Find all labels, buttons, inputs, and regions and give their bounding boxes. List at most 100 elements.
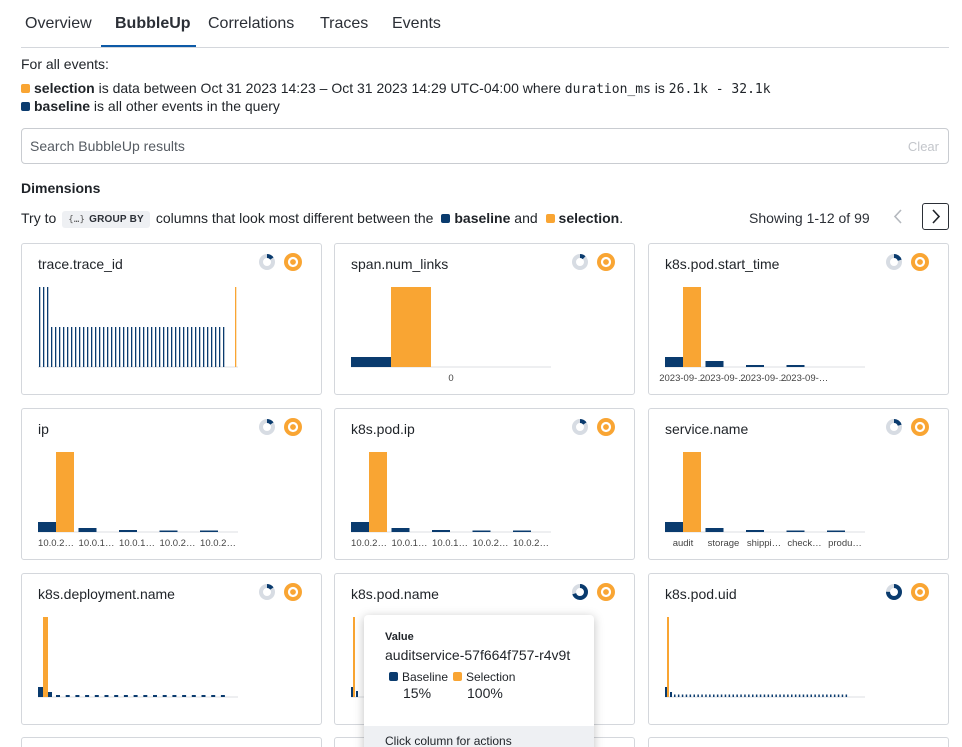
selection-ring-icon-inner <box>914 586 926 598</box>
dimension-card[interactable]: 10.0.2… 10.0.1… 10.0.1… 10.0.2… 10.0.2… k8s.p… <box>334 408 635 560</box>
hint-and: and <box>514 210 538 226</box>
selection-bar <box>391 287 431 367</box>
distribution-icons[interactable] <box>255 253 305 273</box>
dimension-card[interactable]: 10.0.2… 10.0.1… 10.0.1… 10.0.2… 10.0.2… ip <box>21 408 322 560</box>
distribution-icons[interactable] <box>882 583 932 603</box>
baseline-bar <box>351 687 353 697</box>
selection-swatch <box>545 214 555 223</box>
active-tab-indicator <box>101 45 196 47</box>
donut-baseline-arc <box>572 419 588 435</box>
baseline-bar <box>127 327 129 367</box>
tab-traces[interactable]: Traces <box>320 15 369 32</box>
donut-baseline-arc <box>572 584 588 600</box>
baseline-bar <box>513 530 531 532</box>
baseline-bar <box>220 695 225 697</box>
next-page-button[interactable] <box>922 203 949 230</box>
dimension-card[interactable]: 2023-09-… 2023-09-… 2023-09-… 2023-09-… k8s.… <box>648 243 949 395</box>
selection-ring-icon <box>284 583 302 601</box>
baseline-bar <box>744 694 746 697</box>
tick-label: audit <box>673 538 694 549</box>
selection-ring-icon-inner <box>914 421 926 433</box>
selection-is: is <box>654 80 665 96</box>
tick-label: 0 <box>448 373 453 384</box>
baseline-bar <box>740 694 742 697</box>
baseline-bar <box>94 695 99 697</box>
histogram[interactable] <box>22 574 321 724</box>
baseline-bar <box>794 694 797 697</box>
tab-correlations[interactable]: Correlations <box>208 15 295 32</box>
card-title: span.num_links <box>351 256 449 272</box>
distribution-icons[interactable] <box>568 583 618 603</box>
tab-events[interactable]: Events <box>392 15 441 32</box>
selection-range: 26.1k - 32.1k <box>668 82 771 97</box>
selection-bar <box>353 617 355 697</box>
baseline-bar <box>56 695 60 697</box>
dimension-card[interactable]: k8s.pod.uid <box>648 573 949 725</box>
histogram[interactable]: audit storage shippi… check… produ… <box>649 409 948 559</box>
clear-button[interactable]: Clear <box>907 139 939 154</box>
card-title: ip <box>38 421 49 437</box>
baseline-bar <box>685 694 688 697</box>
baseline-bar <box>833 694 836 697</box>
distribution-icons[interactable] <box>255 418 305 438</box>
dimensions-title: Dimensions <box>21 180 101 196</box>
baseline-bar <box>763 694 766 697</box>
distribution-icons[interactable] <box>882 253 932 273</box>
previous-page-button[interactable] <box>885 203 912 230</box>
selection-swatch <box>21 84 30 93</box>
histogram[interactable]: 10.0.2… 10.0.1… 10.0.1… 10.0.2… 10.0.2… <box>22 409 321 559</box>
tick-label: storage <box>708 538 740 549</box>
dimension-card[interactable] <box>648 737 949 747</box>
selection-description: selection is data between Oct 31 2023 14… <box>21 80 771 98</box>
baseline-bar <box>211 695 216 697</box>
baseline-bar <box>163 327 165 367</box>
distribution-icons[interactable] <box>255 583 305 603</box>
baseline-bar <box>716 694 719 697</box>
baseline-bar <box>665 687 667 697</box>
dimension-card[interactable]: k8s.deployment.name <box>21 573 322 725</box>
distribution-icons[interactable] <box>882 418 932 438</box>
baseline-bar <box>837 694 840 697</box>
histogram[interactable]: 2023-09-…2023-09-…2023-09-…2023-09-… <box>649 244 948 394</box>
baseline-bar <box>697 694 699 697</box>
histogram[interactable] <box>649 574 948 724</box>
baseline-bar <box>187 327 189 367</box>
baseline-bar <box>143 695 148 697</box>
tab-overview[interactable]: Overview <box>25 15 92 32</box>
baseline-bar <box>670 692 672 697</box>
tick-label: 10.0.1… <box>392 538 428 549</box>
histogram[interactable]: 0 <box>335 244 634 394</box>
distribution-icons[interactable] <box>568 253 618 273</box>
search-input[interactable] <box>30 137 890 155</box>
baseline-bar <box>755 694 758 697</box>
dimension-card[interactable] <box>21 737 322 747</box>
baseline-bar <box>172 695 177 697</box>
baseline-bar <box>802 694 805 697</box>
hint-selection: selection <box>558 210 620 226</box>
selection-ring-icon <box>284 418 302 436</box>
baseline-bar <box>736 694 738 697</box>
baseline-bar <box>810 694 812 697</box>
baseline-bar <box>681 694 684 697</box>
donut-baseline-arc <box>259 584 275 600</box>
dimension-card[interactable]: audit storage shippi… check… produ… service.n… <box>648 408 949 560</box>
dimension-card[interactable]: trace.trace_id <box>21 243 322 395</box>
tick-label: 2023-09-… <box>659 373 707 384</box>
histogram[interactable] <box>22 244 321 394</box>
baseline-bar <box>171 327 173 367</box>
card-title: trace.trace_id <box>38 256 123 272</box>
baseline-bar <box>786 365 805 367</box>
tick-label: 10.0.2… <box>473 538 509 549</box>
baseline-bar <box>830 694 832 697</box>
baseline-bar <box>223 327 225 367</box>
histogram[interactable]: 10.0.2… 10.0.1… 10.0.1… 10.0.2… 10.0.2… <box>335 409 634 559</box>
baseline-bar <box>787 694 789 697</box>
card-title: k8s.pod.name <box>351 586 439 602</box>
distribution-icons[interactable] <box>568 418 618 438</box>
baseline-bar <box>48 692 52 697</box>
tab-bubbleup[interactable]: BubbleUp <box>115 15 191 32</box>
baseline-bar <box>705 694 707 697</box>
baseline-bar <box>179 327 181 367</box>
baseline-bar <box>665 357 683 367</box>
dimension-card[interactable]: 0 span.num_links <box>334 243 635 395</box>
